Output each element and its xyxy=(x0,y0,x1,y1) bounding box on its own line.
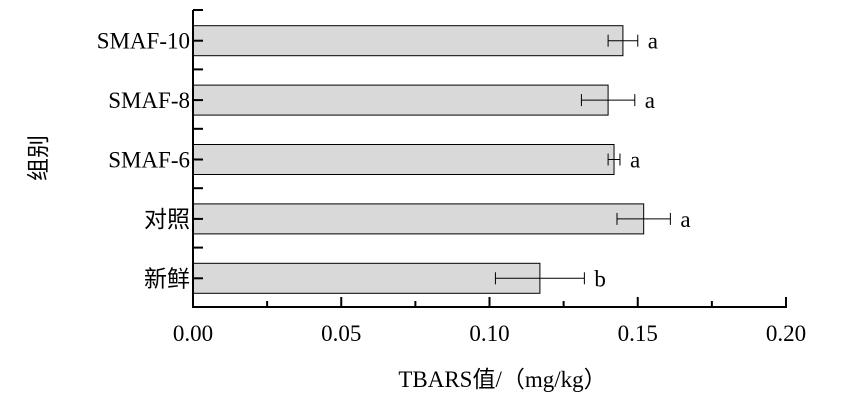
x-tick-label-5: 0.20 xyxy=(766,321,806,346)
x-axis-title: TBARS值/（mg/kg） xyxy=(398,367,606,392)
bars-group xyxy=(192,25,645,294)
y-tick-label-4: 对照 xyxy=(144,207,190,232)
significance-label-4: a xyxy=(680,207,690,232)
significance-label-2: a xyxy=(645,88,655,113)
y-tick-label-3: SMAF-6 xyxy=(108,148,190,173)
bar-3 xyxy=(192,144,615,175)
bar-1 xyxy=(192,25,624,57)
axes-group xyxy=(192,9,787,308)
error-bars-group xyxy=(494,34,671,285)
bar-4 xyxy=(192,203,645,235)
y-tick-label-1: SMAF-10 xyxy=(97,29,190,54)
significance-label-3: a xyxy=(630,148,640,173)
bar-5 xyxy=(192,262,541,294)
x-tick-label-3: 0.10 xyxy=(469,321,509,346)
significance-label-1: a xyxy=(648,29,658,54)
significance-label-5: b xyxy=(594,266,606,291)
x-tick-label-2: 0.05 xyxy=(321,321,361,346)
x-tick-label-1: 0.00 xyxy=(173,321,213,346)
bar-2 xyxy=(192,84,609,116)
significance-labels-group: a a a a b xyxy=(594,29,690,292)
y-axis-title: 组别 xyxy=(26,135,51,181)
y-tick-label-2: SMAF-8 xyxy=(108,88,190,113)
x-tick-label-4: 0.15 xyxy=(618,321,658,346)
y-tick-label-5: 新鲜 xyxy=(144,266,190,291)
x-tick-labels-group: 0.00 0.05 0.10 0.15 0.20 xyxy=(173,321,806,346)
